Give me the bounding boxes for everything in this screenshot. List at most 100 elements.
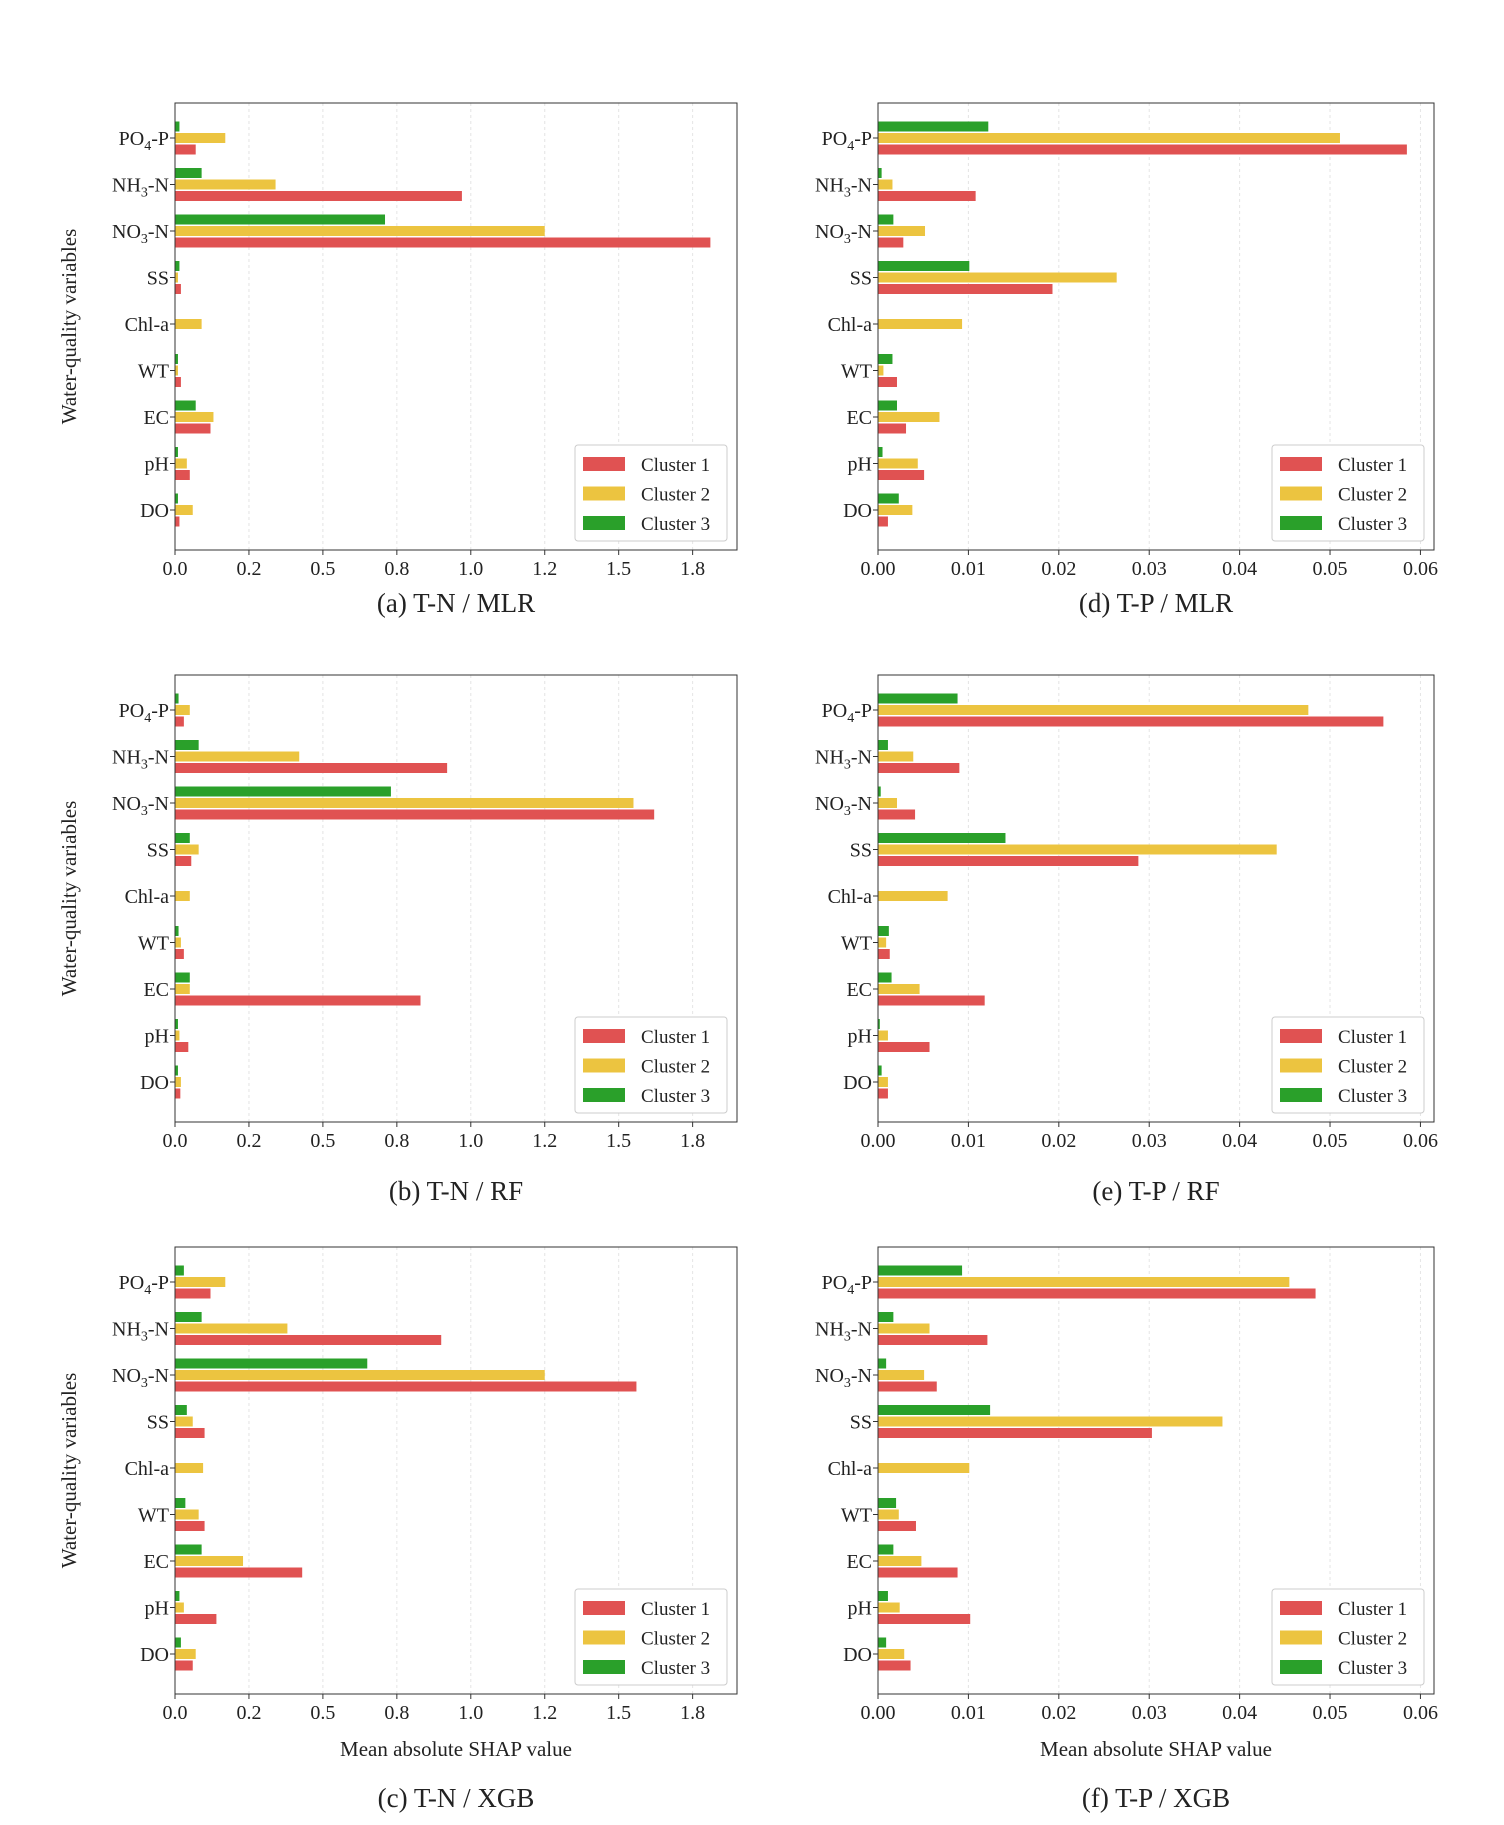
bar-cluster1-6 [175, 1567, 303, 1578]
legend-label-3: Cluster 3 [641, 1658, 710, 1679]
legend-label-3: Cluster 3 [641, 1086, 710, 1107]
bar-cluster1-1 [878, 191, 976, 201]
bar-cluster1-3 [878, 284, 1053, 294]
x-tick-label: 0.06 [1403, 558, 1438, 580]
x-tick-label: 0.2 [236, 1702, 261, 1724]
bar-cluster1-0 [878, 1288, 1316, 1299]
y-tick-label: DO [843, 1072, 872, 1094]
legend-label-3: Cluster 3 [1338, 1658, 1407, 1679]
bar-cluster1-7 [175, 1042, 189, 1052]
bar-cluster2-2 [175, 798, 634, 808]
bar-cluster3-2 [175, 786, 391, 797]
y-tick-label: WT [841, 1505, 872, 1527]
x-tick-label: 1.5 [606, 558, 631, 580]
y-tick-label: pH [145, 1598, 169, 1620]
panel-caption: (d) T-P / MLR [1079, 588, 1233, 618]
bar-cluster2-5 [878, 1509, 899, 1520]
panel-a: PO4-P NH3-N NO3-N SS Chl-a WT EC pH DO 0.0 0.2 0.5 0… [57, 102, 738, 618]
y-tick-label: Chl-a [828, 314, 873, 336]
legend-swatch-2 [583, 486, 625, 501]
bar-cluster2-6 [175, 1556, 244, 1566]
bar-cluster3-0 [878, 121, 989, 132]
x-tick-label: 1.0 [458, 1130, 483, 1152]
legend: Cluster 1 Cluster 2 Cluster 3 [574, 1588, 728, 1686]
bar-cluster2-0 [175, 1277, 226, 1287]
legend-swatch-1 [583, 1029, 625, 1043]
legend-label-1: Cluster 1 [641, 1599, 710, 1620]
y-tick-label: NO3-N [112, 793, 169, 819]
bar-cluster1-7 [175, 470, 190, 480]
bar-cluster3-7 [175, 447, 178, 457]
bar-cluster2-4 [878, 1463, 970, 1473]
y-tick-label: DO [140, 1644, 169, 1666]
y-tick-label: EC [846, 979, 872, 1001]
x-tick-label: 0.00 [861, 558, 896, 580]
bar-cluster2-8 [175, 1649, 196, 1659]
bar-cluster3-1 [175, 740, 199, 750]
y-tick-label: NH3-N [112, 1319, 169, 1345]
bar-cluster3-8 [175, 493, 178, 504]
bar-cluster2-3 [175, 1416, 193, 1427]
x-tick-label: 1.0 [458, 558, 483, 580]
bar-cluster3-3 [878, 1405, 991, 1415]
panel-c: PO4-P NH3-N NO3-N SS Chl-a WT EC pH DO 0.0 0.2 0.5 0… [57, 1246, 738, 1813]
bar-cluster1-8 [878, 1660, 911, 1671]
panel-caption: (a) T-N / MLR [377, 588, 535, 618]
bar-cluster1-8 [878, 516, 888, 527]
x-axis-title: Mean absolute SHAP value [1040, 1737, 1272, 1761]
legend-swatch-2 [583, 1058, 625, 1073]
legend-label-2: Cluster 2 [641, 1629, 710, 1650]
bar-cluster1-3 [175, 1428, 205, 1438]
legend-label-1: Cluster 1 [1338, 1599, 1407, 1620]
y-tick-label: NO3-N [815, 1365, 872, 1391]
x-tick-label: 0.0 [163, 1702, 188, 1724]
bar-cluster1-7 [878, 470, 925, 480]
legend-label-1: Cluster 1 [1338, 1027, 1407, 1048]
bar-cluster2-5 [175, 365, 178, 376]
bar-cluster3-8 [175, 1637, 181, 1648]
bar-cluster2-0 [175, 133, 226, 143]
bar-cluster2-3 [878, 844, 1277, 855]
y-tick-label: PO4-P [822, 1272, 872, 1298]
x-tick-label: 0.04 [1222, 558, 1257, 580]
y-tick-label: SS [147, 840, 169, 862]
bar-cluster2-3 [878, 1416, 1223, 1427]
bar-cluster1-5 [175, 949, 184, 959]
bar-cluster1-3 [878, 856, 1139, 866]
bar-cluster3-3 [878, 833, 1006, 843]
y-tick-label: DO [140, 500, 169, 522]
bar-cluster3-6 [175, 400, 196, 411]
bar-cluster1-8 [175, 1088, 181, 1099]
bar-cluster1-7 [878, 1614, 971, 1624]
y-tick-label: NH3-N [815, 747, 872, 773]
bar-cluster3-6 [878, 400, 897, 411]
bar-cluster3-6 [878, 1544, 894, 1555]
x-tick-label: 0.04 [1222, 1130, 1257, 1152]
bar-cluster1-6 [175, 995, 421, 1006]
y-tick-label: WT [138, 933, 169, 955]
bar-cluster2-0 [175, 705, 190, 715]
x-tick-label: 0.03 [1132, 1702, 1167, 1724]
y-tick-label: Chl-a [828, 886, 873, 908]
y-tick-label: EC [143, 1551, 169, 1573]
y-tick-label: NH3-N [815, 1319, 872, 1345]
bar-cluster1-1 [878, 763, 960, 773]
bar-cluster3-0 [175, 121, 180, 132]
bar-cluster1-6 [175, 423, 211, 434]
y-tick-label: SS [850, 840, 872, 862]
bar-cluster1-1 [175, 191, 462, 201]
bar-cluster3-6 [878, 972, 892, 983]
x-tick-label: 0.02 [1041, 1702, 1076, 1724]
bar-cluster1-8 [878, 1088, 888, 1099]
bar-cluster3-0 [175, 1265, 184, 1276]
panel-f: PO4-P NH3-N NO3-N SS Chl-a WT EC pH DO 0.00 0.01 0.… [815, 1246, 1438, 1813]
y-tick-label: pH [848, 1598, 872, 1620]
bar-cluster2-7 [175, 458, 187, 469]
y-tick-label: PO4-P [119, 128, 169, 154]
legend-label-1: Cluster 1 [641, 455, 710, 476]
bar-cluster2-2 [878, 798, 897, 808]
legend-swatch-2 [1280, 486, 1322, 501]
y-tick-label: Chl-a [828, 1458, 873, 1480]
bar-cluster2-1 [175, 1323, 288, 1334]
